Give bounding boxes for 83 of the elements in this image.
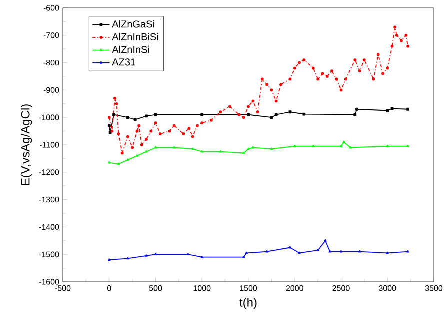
- point: [335, 78, 338, 81]
- point: [356, 108, 358, 111]
- x-tick-label: 2000: [286, 286, 304, 292]
- point: [134, 118, 137, 122]
- point: [302, 58, 306, 62]
- point: [390, 44, 394, 48]
- y-tick-label: -600: [44, 5, 60, 11]
- y-tick-label: -900: [44, 87, 60, 94]
- point: [404, 34, 408, 37]
- x-tick-label: 2500: [332, 286, 350, 292]
- point: [312, 66, 315, 70]
- point: [168, 130, 172, 133]
- point: [196, 124, 199, 128]
- x-tick-label: 1500: [240, 286, 258, 292]
- y-tick-label: -1200: [39, 170, 60, 176]
- point: [113, 96, 116, 100]
- x-tick-label: 500: [149, 286, 162, 292]
- point: [274, 113, 278, 116]
- point: [344, 78, 348, 81]
- point: [293, 66, 296, 70]
- y-tick-label: -1300: [39, 196, 60, 203]
- point: [150, 130, 153, 133]
- y-tick-label: -1100: [40, 142, 60, 148]
- point: [136, 130, 139, 133]
- y-tick-label: -1500: [39, 252, 60, 258]
- point: [400, 39, 403, 42]
- point: [219, 110, 222, 114]
- point: [386, 66, 390, 70]
- point: [247, 113, 250, 116]
- point: [395, 34, 398, 37]
- point: [145, 138, 148, 141]
- legend-label: AlZnInSi: [112, 46, 150, 54]
- point: [140, 144, 144, 146]
- point: [126, 135, 130, 138]
- point: [260, 78, 264, 81]
- point: [288, 78, 292, 81]
- y-tick-label: -1000: [39, 114, 60, 120]
- point: [354, 58, 357, 62]
- point: [108, 124, 111, 128]
- point: [266, 83, 269, 86]
- point: [316, 78, 320, 81]
- point: [288, 110, 292, 114]
- point: [112, 113, 116, 116]
- point: [191, 135, 194, 138]
- point: [210, 118, 213, 122]
- point: [247, 105, 250, 108]
- point: [131, 146, 134, 150]
- y-tick-label: -700: [44, 32, 60, 38]
- point: [115, 102, 118, 106]
- point: [298, 61, 301, 64]
- point: [280, 83, 282, 86]
- point: [256, 110, 260, 114]
- point: [382, 72, 384, 76]
- point: [362, 58, 366, 62]
- point: [120, 152, 124, 155]
- legend-label: AlZnGaSi: [112, 20, 154, 28]
- x-tick-label: -500: [55, 286, 71, 292]
- point: [200, 113, 204, 116]
- point: [172, 124, 176, 128]
- point: [302, 112, 306, 116]
- x-tick-label: 0: [107, 286, 112, 292]
- point: [326, 75, 329, 78]
- y-tick-label: -800: [44, 60, 60, 66]
- point: [394, 26, 396, 29]
- point: [390, 107, 394, 110]
- point: [340, 88, 343, 92]
- point: [354, 113, 357, 116]
- point: [200, 122, 204, 125]
- legend-label: AlZnInBiSi: [112, 33, 158, 41]
- x-tick-label: 3500: [425, 286, 443, 292]
- point: [228, 105, 232, 108]
- point: [145, 114, 148, 118]
- y-tick-label: -1600: [39, 279, 60, 285]
- legend-label: AZ31: [112, 58, 136, 66]
- point: [274, 100, 278, 103]
- y-tick-label: -1400: [39, 224, 60, 230]
- x-axis-title: t(h): [240, 298, 257, 310]
- point: [270, 88, 274, 92]
- point: [372, 78, 376, 81]
- y-axis-title: E(V,vsAg/AgCl): [20, 104, 32, 186]
- x-tick-label: 1000: [194, 286, 211, 292]
- x-tick-label: 3000: [379, 286, 396, 292]
- point: [252, 100, 255, 103]
